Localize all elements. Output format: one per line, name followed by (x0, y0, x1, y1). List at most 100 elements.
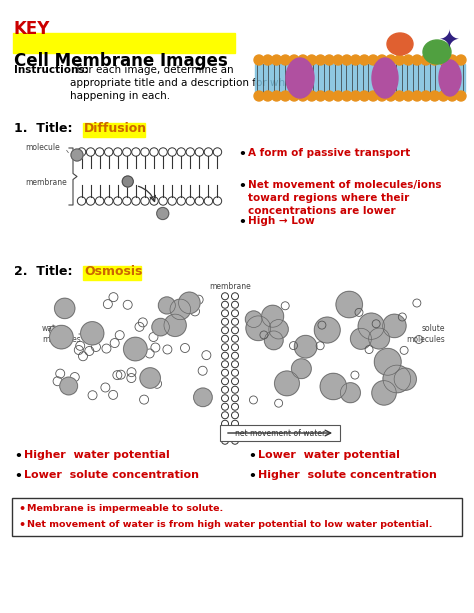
Text: Osmosis: Osmosis (84, 265, 142, 278)
Circle shape (394, 368, 416, 390)
Circle shape (438, 91, 448, 101)
Text: 2.  Title:: 2. Title: (14, 265, 81, 278)
Circle shape (71, 149, 83, 161)
Circle shape (314, 317, 340, 343)
Circle shape (333, 91, 343, 101)
Circle shape (372, 381, 396, 405)
Text: A form of passive transport: A form of passive transport (248, 148, 410, 158)
Text: water
molecules: water molecules (42, 324, 81, 344)
Circle shape (262, 305, 283, 327)
Circle shape (429, 91, 440, 101)
Circle shape (333, 55, 343, 65)
Circle shape (342, 55, 352, 65)
Circle shape (359, 55, 369, 65)
Circle shape (316, 55, 326, 65)
Text: Net movement of water is from high water potential to low water potential.: Net movement of water is from high water… (27, 520, 432, 529)
Circle shape (298, 55, 308, 65)
Text: •: • (14, 450, 22, 463)
Bar (255, 22, 465, 117)
Text: membrane: membrane (25, 178, 67, 187)
Circle shape (289, 55, 299, 65)
Bar (255, 64, 465, 92)
Bar (83, 123, 145, 137)
Circle shape (429, 55, 440, 65)
Circle shape (170, 299, 191, 320)
Circle shape (246, 316, 271, 341)
Text: •: • (14, 470, 22, 483)
Circle shape (298, 91, 308, 101)
Circle shape (280, 91, 291, 101)
Circle shape (374, 348, 401, 375)
Ellipse shape (387, 33, 413, 55)
Bar (83, 266, 141, 280)
Circle shape (320, 373, 346, 400)
Circle shape (194, 388, 212, 406)
Text: •: • (18, 520, 25, 530)
Circle shape (179, 292, 200, 314)
Circle shape (122, 176, 133, 187)
Text: solute
molecules: solute molecules (406, 324, 445, 344)
Ellipse shape (423, 40, 451, 64)
Circle shape (324, 55, 334, 65)
Circle shape (368, 55, 378, 65)
Circle shape (316, 91, 326, 101)
Text: •: • (248, 470, 256, 483)
Text: ✦: ✦ (439, 30, 460, 54)
Text: •: • (238, 148, 246, 161)
Circle shape (272, 55, 282, 65)
Text: •: • (238, 180, 246, 193)
Circle shape (307, 55, 317, 65)
Circle shape (447, 91, 457, 101)
Text: KEY: KEY (14, 20, 50, 38)
Circle shape (246, 311, 262, 327)
Circle shape (272, 91, 282, 101)
Circle shape (164, 314, 186, 337)
Circle shape (369, 328, 390, 349)
Circle shape (421, 55, 431, 65)
Text: Lower  water potential: Lower water potential (258, 450, 400, 460)
Text: molecule: molecule (25, 143, 60, 152)
Circle shape (386, 55, 396, 65)
Circle shape (368, 91, 378, 101)
Text: membrane: membrane (209, 282, 251, 291)
Text: •: • (248, 450, 256, 463)
Circle shape (269, 319, 288, 339)
Ellipse shape (286, 58, 314, 98)
Circle shape (351, 55, 361, 65)
Circle shape (447, 55, 457, 65)
Circle shape (263, 91, 273, 101)
Circle shape (124, 337, 147, 361)
Text: Net movement of molecules/ions
toward regions where their
concentrations are low: Net movement of molecules/ions toward re… (248, 180, 441, 216)
Circle shape (289, 91, 299, 101)
Circle shape (324, 91, 334, 101)
Bar (12, 498, 462, 536)
Circle shape (280, 55, 291, 65)
Text: Membrane is impermeable to solute.: Membrane is impermeable to solute. (27, 504, 223, 513)
Text: •: • (238, 216, 246, 229)
Circle shape (264, 331, 283, 350)
Circle shape (157, 207, 169, 219)
Circle shape (294, 335, 317, 358)
Circle shape (81, 322, 104, 345)
Circle shape (358, 313, 384, 340)
Circle shape (140, 368, 160, 388)
Circle shape (383, 365, 410, 393)
Circle shape (292, 359, 311, 379)
Circle shape (438, 55, 448, 65)
Circle shape (340, 383, 360, 403)
Circle shape (307, 91, 317, 101)
Text: For each image, determine an
appropriate title and a description for what is
hap: For each image, determine an appropriate… (70, 65, 307, 101)
Circle shape (336, 291, 363, 318)
Circle shape (403, 55, 413, 65)
Bar (13, 33, 235, 53)
Text: Higher  water potential: Higher water potential (24, 450, 170, 460)
FancyArrowPatch shape (228, 430, 331, 436)
Circle shape (350, 329, 372, 349)
Text: High → Low: High → Low (248, 216, 315, 226)
Text: •: • (18, 504, 25, 514)
Text: Lower  solute concentration: Lower solute concentration (24, 470, 199, 480)
Circle shape (403, 91, 413, 101)
Text: 1.  Title:: 1. Title: (14, 122, 81, 135)
Circle shape (394, 55, 404, 65)
Circle shape (254, 55, 264, 65)
